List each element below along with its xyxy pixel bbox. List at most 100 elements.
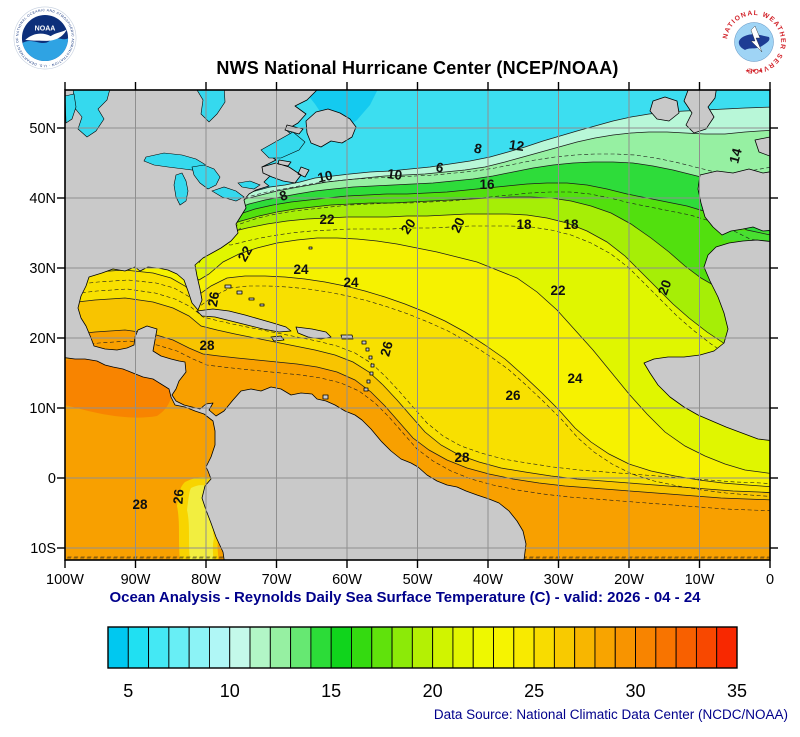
data-source-footer: Data Source: National Climatic Data Cent… (433, 707, 788, 722)
colorbar-cell (411, 626, 434, 669)
colorbar-tick-label: 15 (321, 681, 341, 701)
contour-label: 20 (655, 278, 674, 297)
contour-label: 20 (448, 215, 468, 235)
colorbar-cell (127, 626, 150, 669)
contour-label: 24 (343, 275, 359, 290)
colorbar-cell (229, 626, 251, 669)
contour-label: 26 (205, 290, 222, 308)
colorbar-cell (107, 626, 129, 669)
contour-label: 28 (454, 450, 470, 465)
lat-lon-grid (65, 90, 770, 560)
colorbar-cell (188, 626, 210, 669)
contour-label: 6 (435, 160, 445, 176)
contour-label: 22 (235, 243, 256, 264)
axis-labels: 100W 90W 80W 70W 60W 50W 40W 30W 20W 10W 0 50N 40N 30… (29, 121, 774, 588)
contour-label: 22 (319, 212, 334, 227)
y-axis-label: 40N (29, 191, 56, 207)
x-axis-label: 70W (262, 572, 292, 588)
africa-landmass (643, 239, 770, 441)
x-axis-label: 10W (685, 572, 715, 588)
contour-label: 14 (726, 146, 745, 165)
colorbar-cell (452, 626, 474, 669)
nws-stars: ★ ★ ★ (745, 68, 763, 75)
contour-label: 16 (479, 177, 495, 192)
colorbar-frame (107, 626, 738, 669)
colorbar-cell (351, 626, 373, 669)
contour-label: 24 (567, 371, 583, 386)
contour-label: 28 (199, 338, 215, 353)
colorbar-cell (614, 626, 636, 669)
y-axis-label: 30N (29, 261, 56, 277)
colorbar-cell (148, 626, 170, 669)
y-axis-label: 50N (29, 121, 56, 137)
colorbar-cell (209, 626, 231, 669)
contour-label: 20 (398, 216, 419, 237)
contour-label: 10 (316, 168, 334, 186)
colorbar-cell (533, 626, 555, 669)
contour-label: 26 (170, 488, 186, 505)
contour-label: 24 (293, 262, 309, 277)
colorbar-cell (168, 626, 190, 669)
colorbar-cell (553, 626, 576, 669)
colorbar-cell (716, 626, 738, 669)
noaa-wordmark: NOAA (35, 25, 56, 32)
x-axis-label: 90W (121, 572, 151, 588)
x-axis-label: 20W (614, 572, 644, 588)
colorbar-cell (371, 626, 393, 669)
temperature-colorbar: 5 10 15 20 25 30 35 (107, 626, 747, 701)
x-axis-label: 100W (46, 572, 84, 588)
great-lakes (65, 90, 306, 206)
contour-label: 28 (132, 497, 148, 512)
landmasses (65, 90, 770, 560)
contour-label: 8 (473, 140, 484, 156)
page-title: NWS National Hurricane Center (NCEP/NOAA… (216, 58, 619, 78)
map-subtitle-valid-date: Ocean Analysis - Reynolds Daily Sea Surf… (109, 589, 701, 606)
nws-lightning-icon (750, 25, 763, 53)
colorbar-cell (290, 626, 312, 669)
noaa-logo-icon: NATIONAL OCEANIC AND ATMOSPHERIC ADMINIS… (13, 6, 77, 70)
colorbar-tick-label: 20 (423, 681, 443, 701)
colorbar-cell (432, 626, 454, 669)
colorbar-cell (655, 626, 677, 669)
europe-landmass (649, 90, 770, 236)
contour-label: 26 (505, 388, 521, 403)
contour-label: 26 (377, 339, 396, 358)
contour-label: 12 (508, 137, 525, 154)
colorbar-cell (695, 626, 718, 669)
noaa-sea (21, 38, 69, 62)
colorbar-cell (493, 626, 515, 669)
colorbar-tick-label: 35 (727, 681, 747, 701)
colorbar-cell (269, 626, 292, 669)
x-axis-label: 40W (473, 572, 503, 588)
nova-scotia (261, 124, 310, 184)
colorbar-cell (330, 626, 352, 669)
x-axis-label: 50W (403, 572, 433, 588)
x-axis-label: 80W (191, 572, 221, 588)
colorbar-tick-label: 30 (626, 681, 646, 701)
colorbar-cell (249, 626, 271, 669)
colorbar-cell (513, 626, 535, 669)
y-axis-label: 10S (30, 541, 56, 557)
colorbar-tick-label: 10 (220, 681, 240, 701)
contour-label: 10 (386, 166, 403, 183)
contour-label: 18 (563, 217, 579, 232)
x-axis-label: 0 (766, 572, 774, 588)
map-frame (57, 82, 778, 568)
colorbar-cell (675, 626, 697, 669)
x-axis-label: 30W (544, 572, 574, 588)
colorbar-cell (594, 626, 616, 669)
colorbar-tick-label: 25 (524, 681, 544, 701)
noaa-gull-icon (25, 29, 67, 41)
y-axis-label: 10N (29, 401, 56, 417)
colorbar-cell (310, 626, 332, 669)
colorbar-cell (574, 626, 596, 669)
x-axis-label: 60W (332, 572, 362, 588)
colorbar-cell (472, 626, 494, 669)
contour-label: 18 (516, 217, 532, 232)
y-axis-label: 20N (29, 331, 56, 347)
y-axis-label: 0 (48, 471, 56, 487)
